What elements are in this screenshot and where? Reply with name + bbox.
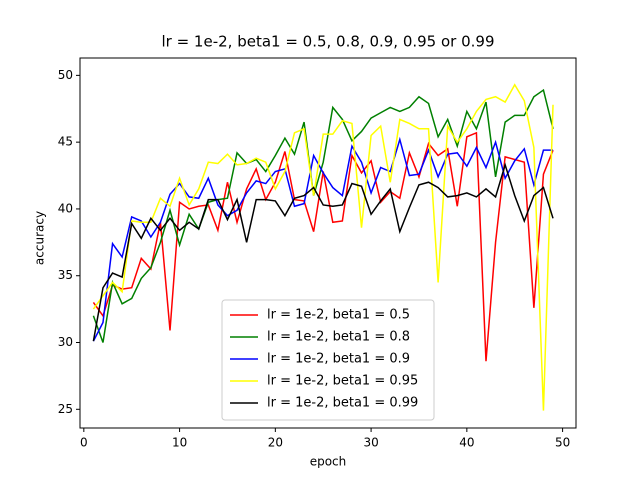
legend-label: lr = 1e-2, beta1 = 0.8 <box>267 330 410 345</box>
x-axis-label: epoch <box>310 455 347 469</box>
line-series <box>92 162 554 342</box>
y-tick-label: 25 <box>58 402 73 416</box>
x-tick-label: 50 <box>555 436 570 450</box>
legend-label: lr = 1e-2, beta1 = 0.9 <box>267 352 410 367</box>
legend-label: lr = 1e-2, beta1 = 0.95 <box>267 374 418 389</box>
x-tick-label: 40 <box>459 436 474 450</box>
x-tick-label: 10 <box>172 436 187 450</box>
legend-box <box>221 299 435 421</box>
y-axis-label: accuracy <box>33 211 47 265</box>
x-tick-label: 30 <box>363 436 378 450</box>
chart-title: lr = 1e-2, beta1 = 0.5, 0.8, 0.9, 0.95 o… <box>161 33 494 51</box>
x-tick-label: 0 <box>80 436 88 450</box>
plot-frame <box>79 57 577 429</box>
line-series <box>92 136 554 342</box>
y-tick-label: 45 <box>58 135 73 149</box>
line-series <box>92 88 554 343</box>
y-tick-label: 40 <box>58 201 73 215</box>
legend-label: lr = 1e-2, beta1 = 0.5 <box>267 308 410 323</box>
x-tick-label: 20 <box>268 436 283 450</box>
y-tick-label: 35 <box>58 268 73 282</box>
y-tick-label: 30 <box>58 335 73 349</box>
line-series <box>92 83 554 411</box>
legend-label: lr = 1e-2, beta1 = 0.99 <box>267 396 418 411</box>
y-tick-label: 50 <box>58 68 73 82</box>
